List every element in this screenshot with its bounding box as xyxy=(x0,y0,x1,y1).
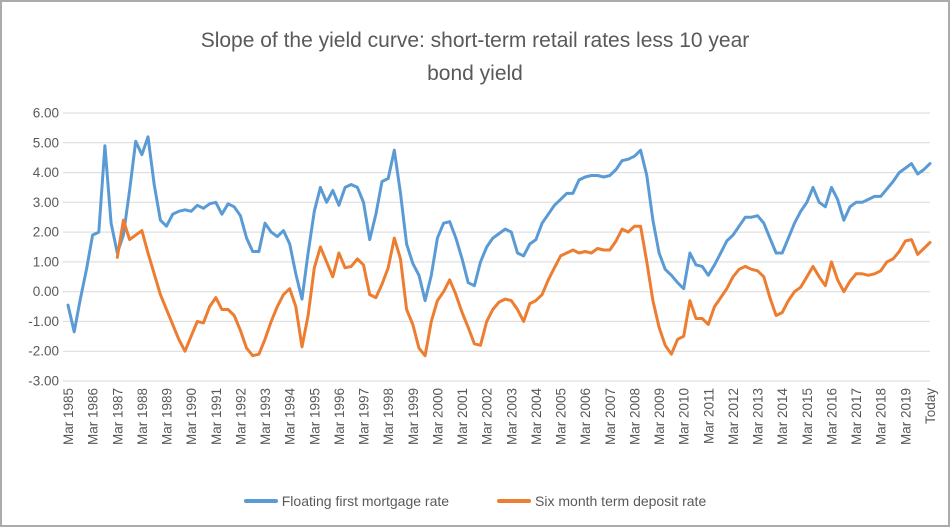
x-axis-tick-label: Mar 2011 xyxy=(701,388,716,444)
x-axis-tick-label: Mar 1997 xyxy=(357,388,372,445)
x-axis-tick-label: Mar 1999 xyxy=(406,388,421,445)
legend-line-swatch-blue xyxy=(243,499,278,503)
x-axis-tick-label: Mar 2016 xyxy=(825,388,840,445)
legend-line-swatch-orange xyxy=(497,499,532,503)
x-axis-tick-label: Mar 1985 xyxy=(61,388,76,445)
chart-legend: Floating first mortgage rate Six month t… xyxy=(2,493,948,509)
x-axis-tick-label: Mar 2000 xyxy=(430,388,445,445)
series-line-term-deposit xyxy=(115,218,932,358)
x-axis-tick-label: Mar 2012 xyxy=(726,388,741,445)
x-axis-tick-label: Mar 1987 xyxy=(110,388,125,445)
y-axis-tick-label: 5.00 xyxy=(33,135,59,150)
x-axis-tick-label: Mar 2019 xyxy=(898,388,913,445)
x-axis-tick-label: Mar 1998 xyxy=(381,388,396,445)
y-axis-tick-label: 1.00 xyxy=(33,254,59,269)
series-line-floating-mortgage xyxy=(66,135,932,334)
x-axis-tick-label: Mar 1992 xyxy=(233,388,248,445)
y-axis-tick-label: -2.00 xyxy=(28,344,59,359)
x-axis-tick-label: Mar 2008 xyxy=(628,388,643,445)
x-axis-tick-label: Mar 1993 xyxy=(258,388,273,445)
legend-label: Six month term deposit rate xyxy=(535,493,707,509)
x-axis-tick-label: Mar 2009 xyxy=(652,388,667,445)
x-axis-tick-label: Mar 2006 xyxy=(578,388,593,445)
x-axis-tick-label: Mar 1994 xyxy=(283,388,298,446)
x-axis-tick-label: Mar 2017 xyxy=(849,388,864,445)
x-axis-tick-label: Mar 2003 xyxy=(504,388,519,445)
legend-label: Floating first mortgage rate xyxy=(281,493,450,509)
x-axis-tick-label: Mar 1986 xyxy=(86,388,101,445)
chart-title-line-2: bond yield xyxy=(427,62,523,85)
y-axis-tick-label: 2.00 xyxy=(33,225,59,240)
x-axis-tick-label: Mar 1995 xyxy=(307,388,322,445)
x-axis-tick-label: Mar 2001 xyxy=(455,388,470,445)
y-axis-tick-label: 4.00 xyxy=(33,165,59,180)
legend-item-term-deposit: Six month term deposit rate xyxy=(497,493,706,509)
x-axis-tick-label: Mar 2007 xyxy=(603,388,618,445)
x-axis-tick-label: Mar 1991 xyxy=(209,388,224,445)
y-axis-tick-label: 0.00 xyxy=(33,284,59,299)
x-axis-tick-label: Mar 1996 xyxy=(332,388,347,445)
x-axis-tick-label: Mar 2005 xyxy=(554,388,569,445)
y-axis-tick-label: 6.00 xyxy=(33,106,59,121)
y-axis-tick-label: -1.00 xyxy=(28,314,59,329)
x-axis-tick-label: Mar 1989 xyxy=(160,388,175,445)
x-axis-tick-label: Today xyxy=(923,388,938,424)
x-axis-tick-label: Mar 2018 xyxy=(874,388,889,445)
x-axis-tick-label: Mar 2004 xyxy=(529,388,544,446)
x-axis-tick-label: Mar 2015 xyxy=(800,388,815,445)
x-axis-tick-label: Mar 2002 xyxy=(480,388,495,445)
x-axis-tick-label: Mar 2014 xyxy=(775,388,790,446)
y-axis-tick-label: -3.00 xyxy=(28,374,59,389)
x-axis-tick-label: Mar 2010 xyxy=(677,388,692,445)
chart-title: Slope of the yield curve: short-term ret… xyxy=(2,24,948,90)
x-axis-tick-label: Mar 1990 xyxy=(184,388,199,445)
chart-title-line-1: Slope of the yield curve: short-term ret… xyxy=(200,29,750,52)
x-axis-tick-label: Mar 2013 xyxy=(751,388,766,445)
y-axis-tick-label: 3.00 xyxy=(33,195,59,210)
legend-item-floating-mortgage: Floating first mortgage rate xyxy=(243,493,450,509)
x-axis-tick-label: Mar 1988 xyxy=(135,388,150,445)
